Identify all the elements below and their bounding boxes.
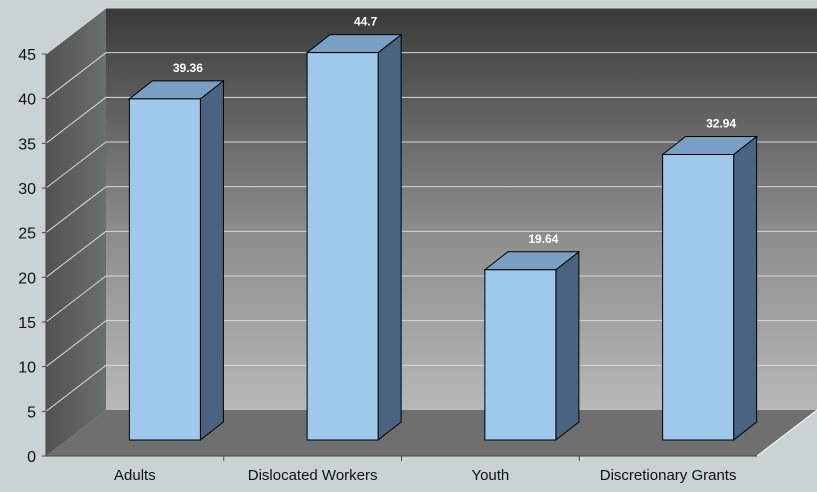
y-tick-label: 5: [27, 404, 36, 421]
y-tick-label: 10: [18, 360, 36, 377]
category-labels: Adults Dislocated Workers Youth Discretiona…: [114, 456, 736, 484]
y-tick-label: 15: [18, 315, 36, 332]
data-label: 39.36: [173, 61, 203, 75]
data-label: 32.94: [706, 117, 736, 131]
x-category-label: Dislocated Workers: [248, 467, 378, 484]
gridline-diagonal: [45, 320, 107, 368]
bar-side: [555, 250, 580, 442]
bar-front: [662, 154, 735, 441]
bar-side: [377, 33, 402, 442]
bar-side: [733, 135, 758, 442]
data-label: 44.7: [354, 15, 378, 29]
bar-front: [306, 52, 379, 441]
y-tick-labels: 0 5 10 15 20 25 30 35 40 45: [18, 47, 46, 466]
floor-right-edge: [756, 409, 817, 457]
y-tick-label: 45: [18, 47, 36, 64]
floor: [46, 410, 817, 456]
y-tick-label: 25: [18, 226, 36, 243]
gridline-diagonal: [45, 364, 107, 412]
gridline-diagonal: [45, 186, 107, 234]
gridline-diagonal: [45, 96, 107, 144]
bars: 39.36 44.7 19.64 32.94: [127, 15, 759, 442]
bar-side: [199, 79, 224, 442]
y-tick-label: 35: [18, 136, 36, 153]
y-tick-label: 0: [27, 449, 36, 466]
bar: [483, 250, 581, 442]
side-wall: [46, 8, 106, 456]
back-wall: [106, 8, 817, 410]
x-category-label: Adults: [114, 467, 156, 484]
bar: [661, 135, 759, 442]
gridline-diagonal: [45, 275, 107, 323]
gridline-diagonal: [45, 7, 107, 55]
x-category-label: Youth: [471, 467, 509, 484]
y-tick-label: 30: [18, 181, 36, 198]
bar-front: [484, 269, 557, 441]
data-label: 19.64: [528, 232, 558, 246]
gridline-diagonal: [45, 52, 107, 100]
gridline-diagonal: [45, 230, 107, 278]
bar-front: [128, 98, 201, 441]
y-tick-label: 40: [18, 92, 36, 109]
gridline-diagonal: [45, 141, 107, 189]
x-category-label: Discretionary Grants: [600, 467, 737, 484]
bar: [127, 79, 225, 442]
bar: [305, 33, 403, 442]
y-tick-label: 20: [18, 270, 36, 287]
